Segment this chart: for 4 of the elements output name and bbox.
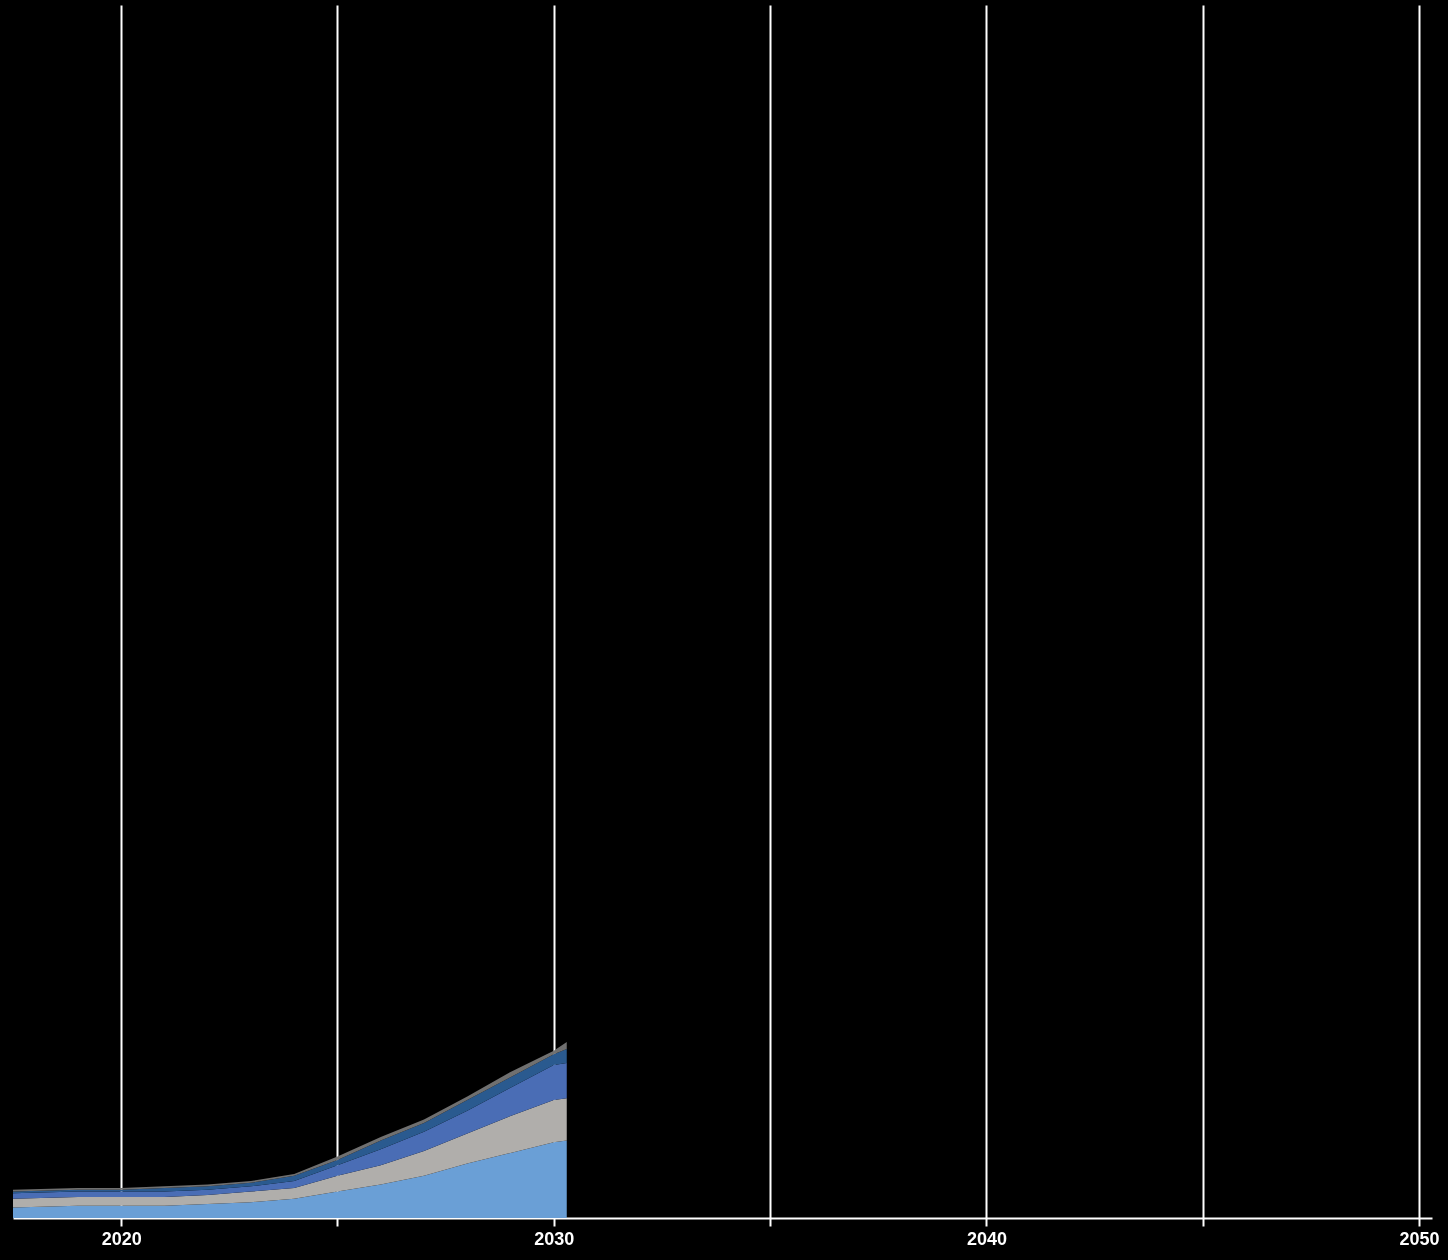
x-tick-label: 2050 [1399, 1228, 1440, 1249]
x-tick-label: 2040 [966, 1228, 1007, 1249]
x-tick-label: 2020 [101, 1228, 142, 1249]
x-tick-label: 2030 [534, 1228, 575, 1249]
